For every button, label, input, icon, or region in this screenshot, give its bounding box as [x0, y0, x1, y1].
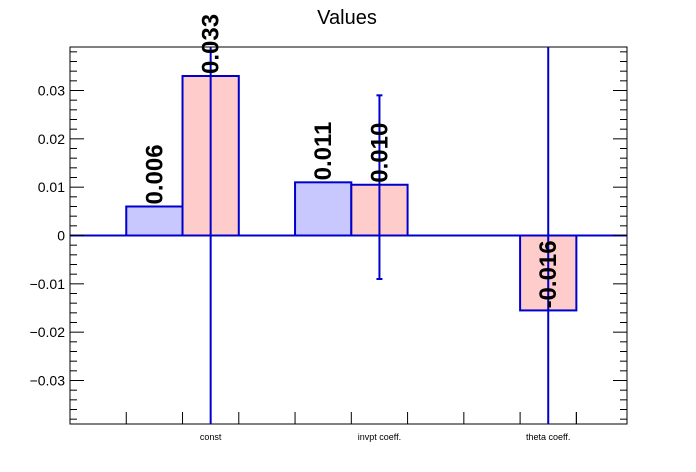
data-label: 0.033	[198, 14, 225, 74]
x-tick-label: theta coeff.	[526, 432, 570, 442]
data-label: 0.006	[141, 144, 168, 204]
y-tick-label: −0.02	[30, 324, 66, 340]
bar-0-1	[294, 181, 353, 237]
y-tick-label: 0	[57, 228, 65, 244]
data-label: 0.010	[366, 123, 393, 183]
y-tick-label: −0.03	[30, 373, 66, 389]
data-labels: 0.006 0.011 0.033 0.010 -0.016	[141, 14, 562, 308]
data-label: 0.011	[310, 122, 337, 181]
y-tick-label: −0.01	[30, 276, 66, 292]
error-bars	[209, 47, 550, 424]
bar-0-0	[125, 205, 184, 237]
chart-title: Values	[317, 7, 377, 29]
y-tick-label: 0.01	[38, 179, 65, 195]
data-label: -0.016	[535, 240, 562, 308]
y-tick-label: 0.03	[38, 83, 65, 99]
y-tick-label: 0.02	[38, 131, 65, 147]
axes: −0.03 −0.02 −0.01 0 0.01 0.02 0.03 const invpt c…	[30, 51, 627, 442]
x-tick-label: const	[200, 432, 222, 442]
x-tick-label: invpt coeff.	[358, 432, 401, 442]
